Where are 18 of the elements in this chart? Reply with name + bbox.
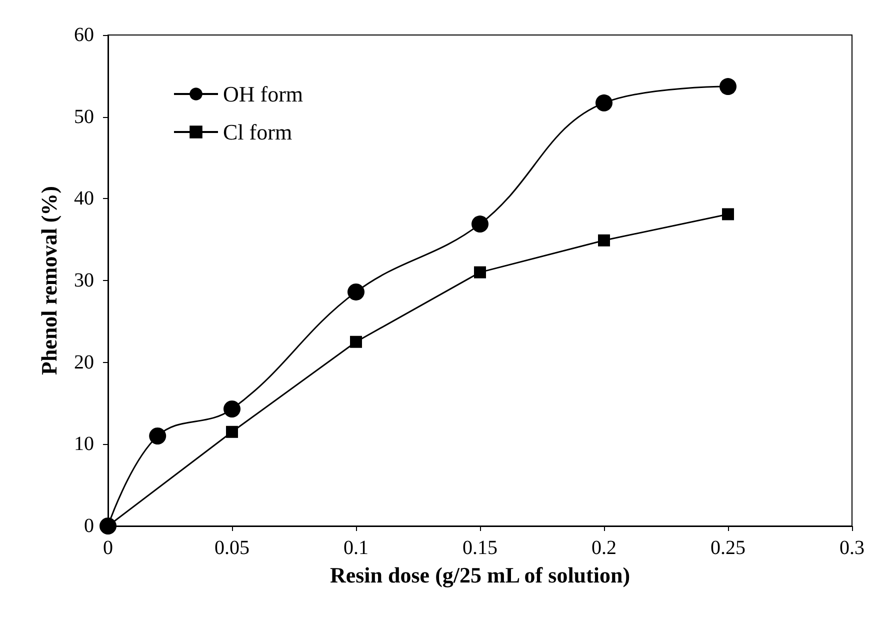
y-tick-label: 10 [74,433,94,456]
y-tick-label: 20 [74,351,94,374]
legend-label: OH form [223,82,304,106]
x-tick-label: 0 [103,537,113,559]
x-tick-label: 0.3 [840,537,864,559]
x-tick-label: 0.2 [592,537,616,559]
legend-label: Cl form [223,120,292,144]
x-tick-label: 0.1 [344,537,368,559]
y-axis-title: Phenol removal (%) [36,186,62,376]
x-tick-label: 0.15 [462,537,498,559]
y-tick-label: 50 [74,106,94,128]
x-axis-title: Resin dose (g/25 mL of solution) [330,562,630,588]
x-tick-label: 0.25 [710,537,746,559]
y-tick-label: 30 [74,270,94,292]
y-tick-label: 60 [74,24,94,46]
y-tick-label: 0 [84,515,94,537]
x-tick-label: 0.05 [214,537,250,559]
y-tick-label: 40 [74,188,94,210]
